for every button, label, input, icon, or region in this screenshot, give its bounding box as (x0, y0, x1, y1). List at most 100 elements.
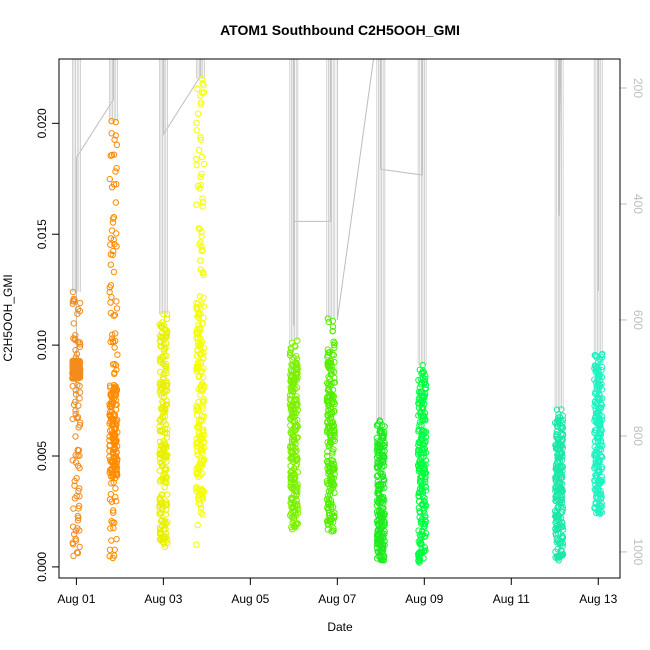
data-point (591, 417, 598, 424)
data-point (558, 523, 565, 530)
data-point (422, 547, 429, 554)
data-point (72, 535, 79, 542)
data-point (112, 383, 119, 390)
data-point (556, 553, 563, 560)
data-point (112, 474, 119, 482)
data-point (159, 523, 166, 530)
data-point (331, 339, 338, 347)
data-point (113, 181, 120, 188)
data-point (558, 406, 565, 413)
data-point (163, 442, 170, 449)
data-point (558, 423, 565, 430)
data-point (197, 136, 205, 143)
data-point (197, 310, 204, 317)
data-point (159, 491, 166, 498)
data-point (599, 442, 606, 449)
data-point (375, 492, 383, 499)
data-point (110, 509, 117, 516)
data-point (160, 526, 167, 533)
data-point (113, 298, 120, 305)
data-point (294, 337, 301, 344)
data-point (377, 470, 384, 477)
data-point (69, 523, 77, 530)
data-point (197, 509, 205, 516)
data-point (106, 401, 113, 408)
data-point (113, 387, 121, 394)
data-point (327, 357, 334, 364)
data-point (415, 447, 422, 454)
data-point (552, 532, 560, 539)
data-point (75, 514, 82, 521)
data-point (558, 464, 565, 471)
data-point (70, 401, 78, 408)
data-point (161, 533, 169, 540)
data-point (421, 401, 428, 408)
data-point (554, 459, 561, 466)
data-point (419, 388, 426, 395)
data-point (290, 354, 297, 361)
y2-tick-label: 800 (631, 426, 645, 446)
data-point (112, 168, 119, 175)
data-point (106, 467, 114, 474)
data-point (72, 433, 79, 440)
data-point (110, 454, 117, 461)
data-point (197, 92, 204, 99)
data-point (198, 243, 205, 250)
data-point (108, 227, 116, 234)
data-point (193, 485, 200, 493)
y-tick-label: 0.005 (35, 441, 49, 471)
data-point (198, 233, 205, 240)
data-point (196, 225, 203, 233)
data-point (324, 521, 332, 528)
data-point (377, 541, 384, 549)
data-point (157, 378, 164, 386)
data-point (294, 520, 301, 527)
data-point (160, 336, 168, 343)
data-point (159, 427, 166, 434)
x-tick-label: Aug 07 (318, 592, 356, 606)
data-point (593, 434, 600, 442)
data-point (420, 555, 427, 562)
data-point (194, 110, 202, 117)
y2-tick-label: 400 (631, 194, 645, 214)
data-point (107, 338, 114, 346)
x-tick-label: Aug 05 (231, 592, 269, 606)
data-point (113, 305, 121, 312)
data-point (293, 491, 300, 498)
data-point (109, 331, 116, 338)
data-point (421, 533, 428, 541)
data-point (194, 439, 202, 446)
data-point (161, 477, 168, 484)
data-point (160, 310, 167, 318)
data-point (326, 424, 333, 432)
data-point (197, 360, 205, 367)
data-point (375, 522, 383, 530)
data-point (106, 553, 113, 560)
data-point (290, 419, 297, 426)
data-point (325, 386, 332, 394)
data-point (199, 246, 206, 254)
data-point (163, 315, 171, 322)
data-point (591, 463, 599, 471)
data-point (200, 271, 207, 278)
data-point (110, 430, 118, 437)
data-point (108, 393, 115, 401)
data-point (593, 474, 600, 482)
data-point (379, 473, 386, 481)
data-point (108, 470, 116, 477)
data-point (106, 288, 113, 296)
data-point (162, 511, 170, 518)
data-point (194, 85, 201, 93)
data-point (106, 437, 113, 444)
data-point (198, 445, 206, 452)
data-point (75, 502, 83, 510)
data-point (597, 495, 605, 502)
data-point (554, 419, 561, 427)
y-tick-label: 0.020 (35, 108, 49, 138)
data-point (111, 311, 119, 319)
data-point (70, 505, 77, 512)
data-point (559, 526, 567, 533)
data-point (293, 454, 301, 461)
data-point (290, 521, 298, 529)
data-point (164, 310, 171, 318)
